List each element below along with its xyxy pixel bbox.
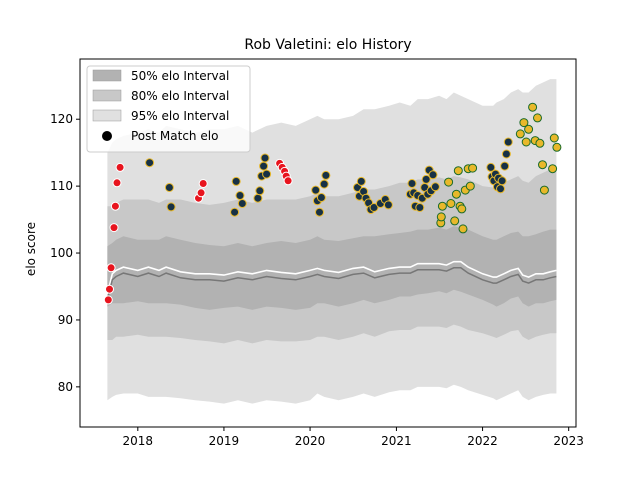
data-point [549, 133, 559, 143]
y-tick-label: 80 [58, 380, 73, 394]
data-point [383, 200, 393, 210]
data-point [115, 162, 125, 172]
data-point [415, 203, 425, 212]
data-point [503, 137, 513, 147]
data-point [316, 193, 326, 202]
data-point [457, 204, 467, 214]
legend-label: 95% elo Interval [131, 109, 229, 123]
x-tick-label: 2022 [467, 434, 498, 448]
data-point [519, 118, 529, 128]
data-point [407, 179, 417, 188]
data-point [110, 201, 120, 211]
data-point [451, 189, 461, 199]
data-point [106, 263, 116, 273]
legend: 50% elo Interval 80% elo Interval 95% elo … [86, 65, 251, 153]
legend-box [86, 65, 251, 153]
y-axis: 80 90 100 110 120 [50, 112, 80, 394]
data-point [311, 185, 321, 195]
data-point [437, 201, 447, 211]
data-point [500, 161, 510, 171]
data-point [145, 158, 155, 168]
plot-area [103, 79, 562, 404]
x-axis: 2018 2019 2020 2021 2022 2023 [123, 427, 584, 448]
data-point [369, 203, 379, 212]
chart-title: Rob Valetini: elo History [244, 37, 411, 53]
x-tick-label: 2019 [209, 434, 240, 448]
y-tick-label: 90 [58, 313, 73, 327]
data-point [535, 138, 545, 148]
data-point [260, 153, 270, 163]
data-point [105, 284, 114, 294]
data-point [166, 202, 176, 212]
data-point [231, 176, 241, 186]
data-point [235, 191, 245, 200]
plot-frame [79, 58, 577, 428]
data-point [103, 295, 113, 305]
legend-label: 80% elo Interval [131, 89, 229, 103]
legend-swatch [92, 69, 122, 82]
data-point [255, 186, 265, 196]
data-point [468, 163, 478, 173]
data-point [444, 177, 454, 187]
data-point [196, 188, 206, 198]
legend-swatch [92, 89, 122, 102]
data-point [515, 129, 525, 139]
data-point [497, 176, 507, 186]
data-point [528, 102, 538, 112]
data-point [533, 113, 542, 123]
x-tick-label: 2018 [123, 434, 154, 448]
data-point [521, 137, 531, 147]
data-point [450, 216, 460, 226]
data-point [253, 193, 263, 203]
data-point [283, 176, 293, 186]
data-point [109, 223, 119, 233]
data-point [548, 164, 558, 174]
legend-label: Post Match elo [131, 129, 218, 143]
data-point [446, 199, 456, 208]
y-tick-label: 110 [50, 179, 73, 193]
band-50 [107, 226, 557, 310]
median-lines [106, 260, 557, 301]
interval-bands [107, 79, 557, 404]
y-axis-label: elo score [24, 222, 38, 276]
data-point [315, 207, 324, 217]
y-tick-label: 100 [50, 246, 73, 260]
data-point [436, 212, 446, 222]
legend-swatch [92, 109, 122, 122]
data-point [262, 169, 272, 179]
median-line [106, 267, 557, 301]
data-point [496, 184, 505, 194]
legend-label: 50% elo Interval [131, 69, 229, 83]
median-upper-line [106, 260, 557, 295]
data-point [428, 170, 438, 180]
x-tick-label: 2020 [295, 434, 326, 448]
data-point [524, 124, 534, 134]
data-point [259, 161, 269, 171]
data-point [321, 170, 331, 180]
data-point [501, 149, 511, 159]
data-point [539, 185, 549, 195]
data-point [430, 182, 440, 192]
data-point [538, 160, 547, 170]
data-point [486, 162, 496, 172]
x-tick-label: 2021 [381, 434, 412, 448]
y-tick-label: 120 [50, 112, 73, 126]
data-point [198, 179, 208, 188]
data-point [112, 178, 122, 188]
data-point [319, 179, 329, 189]
data-point [237, 199, 247, 208]
data-point [356, 176, 366, 186]
data-point [230, 207, 240, 217]
data-point [164, 183, 174, 192]
data-point [552, 142, 562, 152]
x-tick-label: 2023 [553, 434, 584, 448]
data-point [465, 181, 475, 191]
data-point [458, 224, 468, 234]
data-point [453, 166, 463, 176]
data-point [421, 174, 431, 184]
post-match-points [103, 102, 562, 305]
legend-marker [102, 131, 112, 141]
